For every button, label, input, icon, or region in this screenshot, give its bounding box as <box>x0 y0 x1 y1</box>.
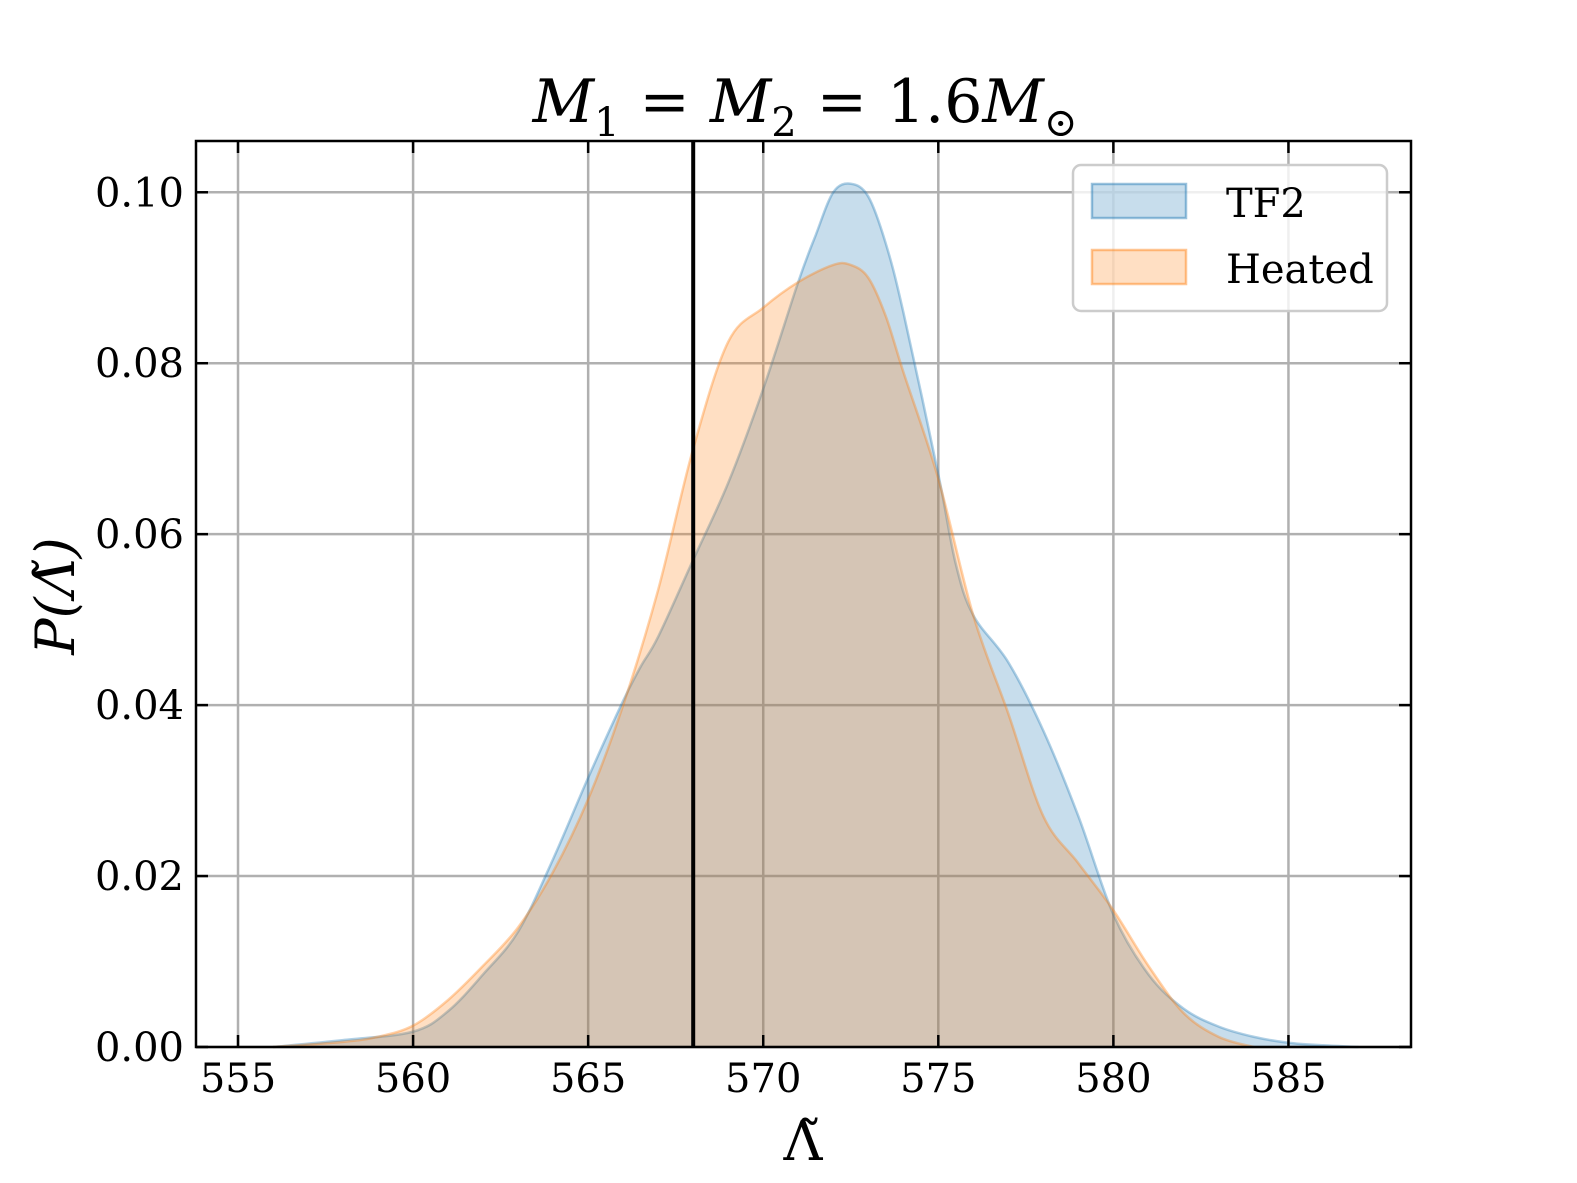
y-tick-label: 0.08 <box>95 341 184 387</box>
y-tick-labels: 0.00 0.02 0.04 0.06 0.08 0.10 <box>95 170 184 1071</box>
area-tf2 <box>273 183 1359 1047</box>
area-heated <box>273 263 1254 1048</box>
x-tick-label: 565 <box>550 1056 626 1102</box>
y-tick-label: 0.00 <box>95 1025 184 1071</box>
y-axis-label: P(Λ̃) <box>24 537 87 655</box>
y-tick-label: 0.02 <box>95 854 184 900</box>
x-tick-label: 580 <box>1075 1056 1151 1102</box>
x-tick-labels: 555 560 565 570 575 580 585 <box>200 1056 1327 1102</box>
legend: TF2 Heated <box>1071 163 1389 313</box>
legend-swatch-tf2 <box>1090 182 1188 220</box>
legend-label-heated: Heated <box>1226 247 1374 293</box>
y-tick-label: 0.10 <box>95 170 184 216</box>
legend-label-tf2: TF2 <box>1226 181 1306 227</box>
x-tick-label: 560 <box>375 1056 451 1102</box>
x-tick-label: 585 <box>1250 1056 1326 1102</box>
legend-box <box>1071 163 1389 313</box>
chart-title: M1 = M2 = 1.6M⊙ <box>532 67 1078 146</box>
x-tick-label: 555 <box>200 1056 276 1102</box>
x-tick-label: 575 <box>900 1056 976 1102</box>
x-axis-label: Λ̃ <box>783 1110 824 1173</box>
legend-swatch-heated <box>1090 248 1188 286</box>
tick-marks <box>196 141 1411 1049</box>
y-tick-label: 0.04 <box>95 683 184 729</box>
curve-heated <box>272 261 1254 1049</box>
y-tick-label: 0.06 <box>95 512 184 558</box>
series-areas <box>272 182 1359 1049</box>
curve-tf2 <box>272 182 1359 1049</box>
plot-frame <box>194 139 1413 1049</box>
x-tick-label: 570 <box>725 1056 801 1102</box>
